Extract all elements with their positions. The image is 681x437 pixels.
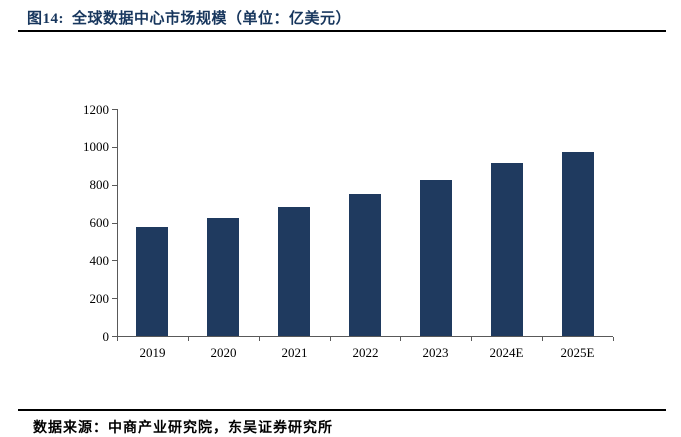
x-tick bbox=[613, 337, 614, 341]
x-tick-label: 2020 bbox=[210, 345, 237, 360]
y-tick bbox=[112, 336, 117, 337]
figure-title-text: 全球数据中心市场规模（单位：亿美元） bbox=[72, 11, 352, 27]
y-tick-label: 1000 bbox=[83, 139, 109, 155]
x-tick bbox=[259, 337, 260, 341]
x-tick-label: 2021 bbox=[281, 345, 308, 360]
data-source: 数据来源：中商产业研究院，东吴证券研究所 bbox=[33, 421, 333, 436]
x-axis-line bbox=[117, 336, 613, 337]
y-tick-label: 400 bbox=[89, 252, 110, 268]
footer-divider bbox=[18, 409, 666, 411]
bar-chart-plot-area: 0 200 400 600 800 1000 1200 2019 2020 2021 2022 202… bbox=[83, 102, 614, 360]
y-tick-label: 1200 bbox=[83, 101, 109, 117]
y-tick-label: 200 bbox=[89, 290, 110, 306]
x-tick bbox=[542, 337, 543, 341]
figure-number: 图14: bbox=[27, 11, 64, 27]
y-tick bbox=[112, 222, 117, 224]
y-tick bbox=[112, 184, 117, 186]
y-tick bbox=[112, 109, 117, 110]
x-tick bbox=[188, 337, 189, 341]
y-tick-label: 0 bbox=[102, 328, 110, 344]
x-tick-label: 2025E bbox=[560, 345, 595, 360]
x-tick bbox=[471, 337, 472, 341]
title-divider bbox=[18, 30, 666, 32]
bar bbox=[136, 227, 168, 336]
y-tick-label: 600 bbox=[89, 215, 110, 230]
bar bbox=[278, 207, 310, 336]
x-tick-label: 2022 bbox=[352, 345, 379, 360]
x-tick bbox=[400, 337, 401, 341]
bar bbox=[349, 194, 381, 336]
figure-title: 图14: 全球数据中心市场规模（单位：亿美元） bbox=[27, 7, 351, 27]
y-tick bbox=[112, 298, 117, 300]
bar bbox=[420, 180, 452, 336]
bar bbox=[562, 152, 594, 336]
y-tick bbox=[112, 146, 117, 148]
x-tick-label: 2019 bbox=[139, 345, 166, 360]
bar bbox=[207, 218, 239, 336]
x-tick-label: 2023 bbox=[422, 345, 449, 360]
x-tick bbox=[330, 337, 331, 341]
y-tick-label: 800 bbox=[89, 177, 110, 193]
y-axis-line bbox=[117, 109, 118, 337]
y-tick bbox=[112, 260, 117, 262]
bar bbox=[491, 163, 523, 336]
x-tick bbox=[117, 337, 118, 341]
x-tick-label: 2024E bbox=[489, 345, 524, 360]
